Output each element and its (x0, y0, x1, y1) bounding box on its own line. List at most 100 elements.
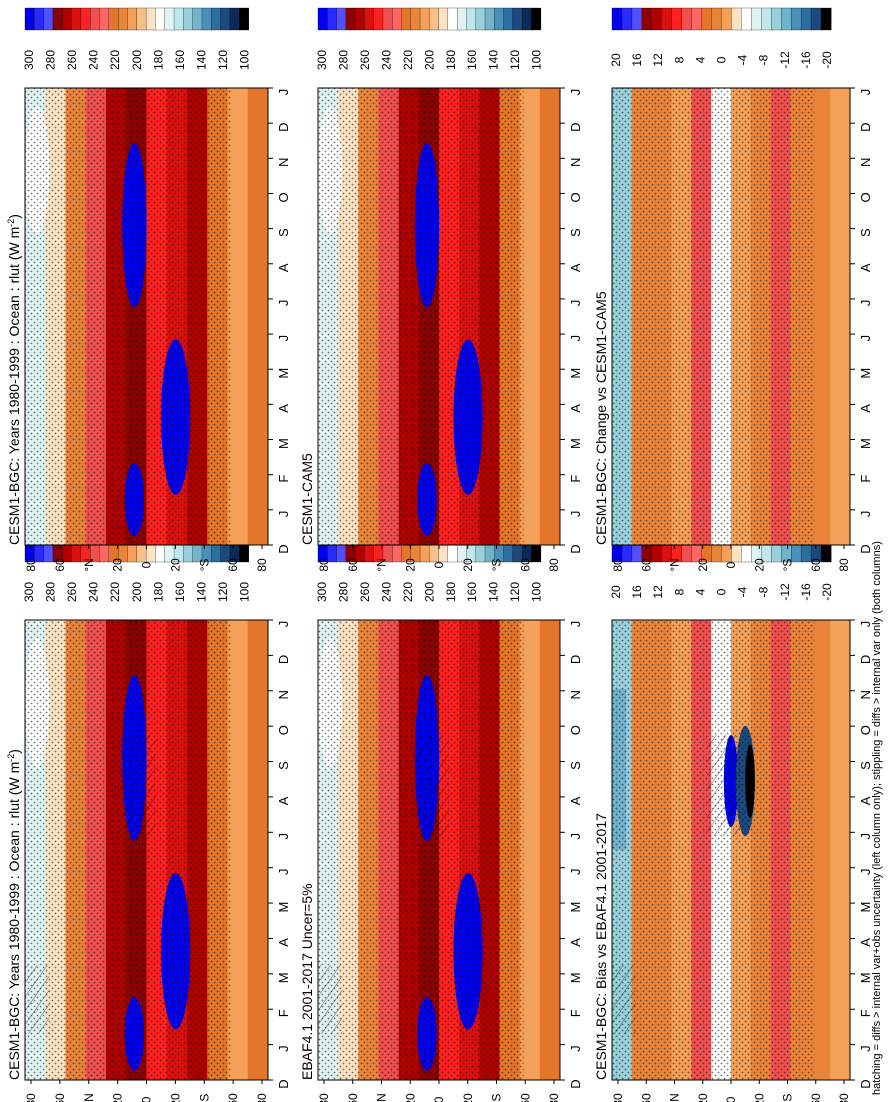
colorbar-cell (345, 7, 356, 31)
lat-tick-label: 60 (809, 1093, 823, 1102)
time-tick-label: M (568, 902, 583, 913)
colorbar-cell (800, 7, 812, 31)
colorbar-cell (438, 7, 449, 31)
colorbar-cell (239, 7, 250, 31)
colorbar-cell (761, 7, 772, 31)
colorbar-cell (771, 7, 782, 31)
time-tick-label: M (568, 972, 583, 983)
colorbar-cell (118, 7, 128, 31)
colorbar-label: -16 (799, 51, 813, 69)
colorbar-cell (354, 7, 365, 31)
lat-tick-label: 80 (317, 1093, 331, 1102)
time-tick-label: J (858, 300, 873, 307)
colorbar-label: 240 (379, 582, 393, 602)
lat-tick-label: 20 (168, 558, 182, 572)
colorbar-cell (155, 7, 166, 31)
time-tick-label: D (568, 655, 583, 664)
colorbar-label: 180 (151, 582, 165, 602)
colorbar-label: 4 (693, 588, 707, 595)
colorbar-label: 0 (714, 56, 728, 63)
time-tick-label: A (276, 263, 291, 272)
time-tick-label: A (858, 404, 873, 413)
lat-tick-label: 80 (255, 558, 269, 572)
colorbar-cell (456, 7, 467, 31)
colorbar-label: -4 (736, 586, 750, 597)
time-tick-label: D (858, 655, 873, 664)
time-tick-label: N (276, 690, 291, 699)
colorbar-cell (494, 7, 504, 31)
lat-tick-label: 80 (611, 1093, 625, 1102)
time-tick-label: M (568, 368, 583, 379)
time-tick-label: J (568, 300, 583, 307)
colorbar-label: 260 (65, 582, 79, 602)
lat-tick-label: °N (668, 558, 682, 571)
time-tick-label: J (568, 335, 583, 342)
colorbar-label: 300 (22, 582, 36, 602)
colorbar-label: 0 (714, 588, 728, 595)
colorbar-cell (521, 7, 532, 31)
stippling (25, 88, 232, 545)
colorbar-cell (327, 7, 338, 31)
time-tick-label: S (568, 228, 583, 237)
colorbar-label: 220 (108, 582, 122, 602)
colorbar-cell (410, 7, 421, 31)
time-tick-label: M (568, 438, 583, 449)
time-tick-label: F (858, 475, 873, 483)
time-tick-label: D (276, 544, 291, 553)
colorbar-label: 180 (151, 50, 165, 70)
colorbar-label: 100 (530, 50, 544, 70)
colorbar-label: -8 (757, 586, 771, 597)
time-tick-label: N (276, 158, 291, 167)
lat-tick-label: 0 (432, 561, 446, 568)
colorbar-cell (401, 7, 412, 31)
lat-tick-label: 60 (346, 1093, 360, 1102)
lat-tick-label: 20 (461, 1093, 475, 1102)
time-tick-label: J (568, 1045, 583, 1052)
lat-tick-label: 60 (518, 558, 532, 572)
field-band (539, 88, 561, 545)
time-tick-label: A (568, 263, 583, 272)
lat-tick-label: 0 (432, 1096, 446, 1102)
time-tick-label: J (858, 621, 873, 628)
colorbar-cell (741, 7, 752, 31)
lat-tick-label: °N (82, 558, 96, 571)
field-band (539, 620, 561, 1080)
time-tick-label: N (568, 158, 583, 167)
colorbar-cell (336, 7, 347, 31)
time-tick-label: J (568, 868, 583, 875)
colorbar-label: 240 (379, 50, 393, 70)
colorbar-cell (691, 7, 703, 31)
colorbar-cell (751, 7, 762, 31)
colorbar-cell (651, 7, 663, 31)
time-tick-label: N (568, 690, 583, 699)
colorbar-cell (52, 7, 63, 31)
colorbar-label: 8 (672, 56, 686, 63)
lat-tick-label: 80 (24, 558, 38, 572)
time-tick-label: D (276, 1079, 291, 1088)
colorbar-cell (43, 7, 54, 31)
colorbar-cell (512, 7, 523, 31)
colorbar-cell (34, 7, 45, 31)
time-tick-label: J (858, 868, 873, 875)
time-tick-label: F (568, 475, 583, 483)
time-tick-label: N (858, 158, 873, 167)
time-tick-label: M (276, 368, 291, 379)
time-tick-label: D (276, 655, 291, 664)
time-tick-label: A (276, 938, 291, 947)
footnote-caption: hatching = diffs > internal var+obs unce… (871, 541, 883, 1095)
colorbar-cell (503, 7, 514, 31)
lat-tick-label: °S (490, 559, 504, 572)
colorbar-label: 100 (238, 582, 252, 602)
colorbar-cell (531, 7, 542, 31)
stippling (318, 620, 524, 1080)
colorbar-label: 12 (651, 53, 665, 67)
lat-tick-label: 0 (724, 561, 738, 568)
colorbar-cell (781, 7, 792, 31)
field-band (247, 620, 269, 1080)
colorbar-label: 160 (465, 582, 479, 602)
